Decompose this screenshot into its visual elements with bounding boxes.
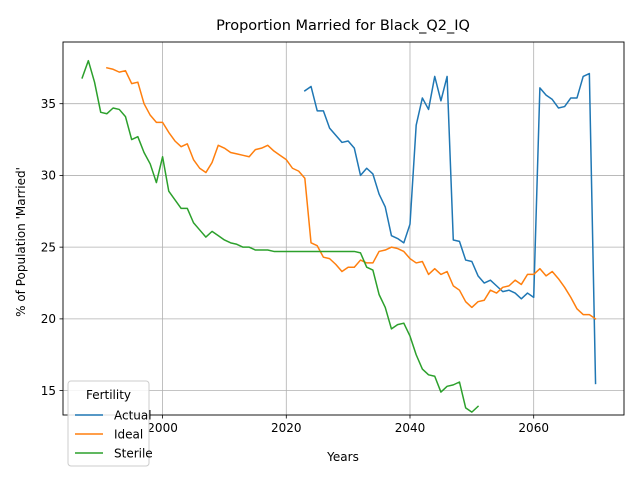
legend-label-sterile: Sterile [114,446,153,460]
legend: Fertility Actual Ideal Sterile [67,380,153,467]
y-tick-label: 20 [41,312,56,326]
x-tick-label: 2040 [395,421,426,435]
y-tick-label: 35 [41,97,56,111]
series-line-ideal [106,66,597,320]
plot-area-frame [62,41,625,416]
grid-lines [63,42,624,415]
chart-title: Proportion Married for Black_Q2_IQ [216,18,470,34]
y-tick-label: 30 [41,169,56,183]
legend-label-ideal: Ideal [114,427,143,441]
series-lines [81,59,597,413]
y-tick-label: 25 [41,240,56,254]
y-tick-label: 15 [41,384,56,398]
legend-box [67,380,150,467]
series-line-actual [303,72,597,385]
series-line-sterile [81,59,480,413]
axis-ticks: 2000 2020 2040 2060 15 20 25 30 35 [41,97,549,435]
legend-items: Actual Ideal Sterile [75,408,153,460]
x-tick-label: 2020 [271,421,302,435]
x-tick-label: 2000 [147,421,178,435]
y-axis-label: % of Population 'Married' [14,167,28,317]
legend-title: Fertility [86,388,131,402]
x-axis-label: Years [326,450,359,464]
legend-label-actual: Actual [114,408,152,422]
x-tick-label: 2060 [518,421,549,435]
